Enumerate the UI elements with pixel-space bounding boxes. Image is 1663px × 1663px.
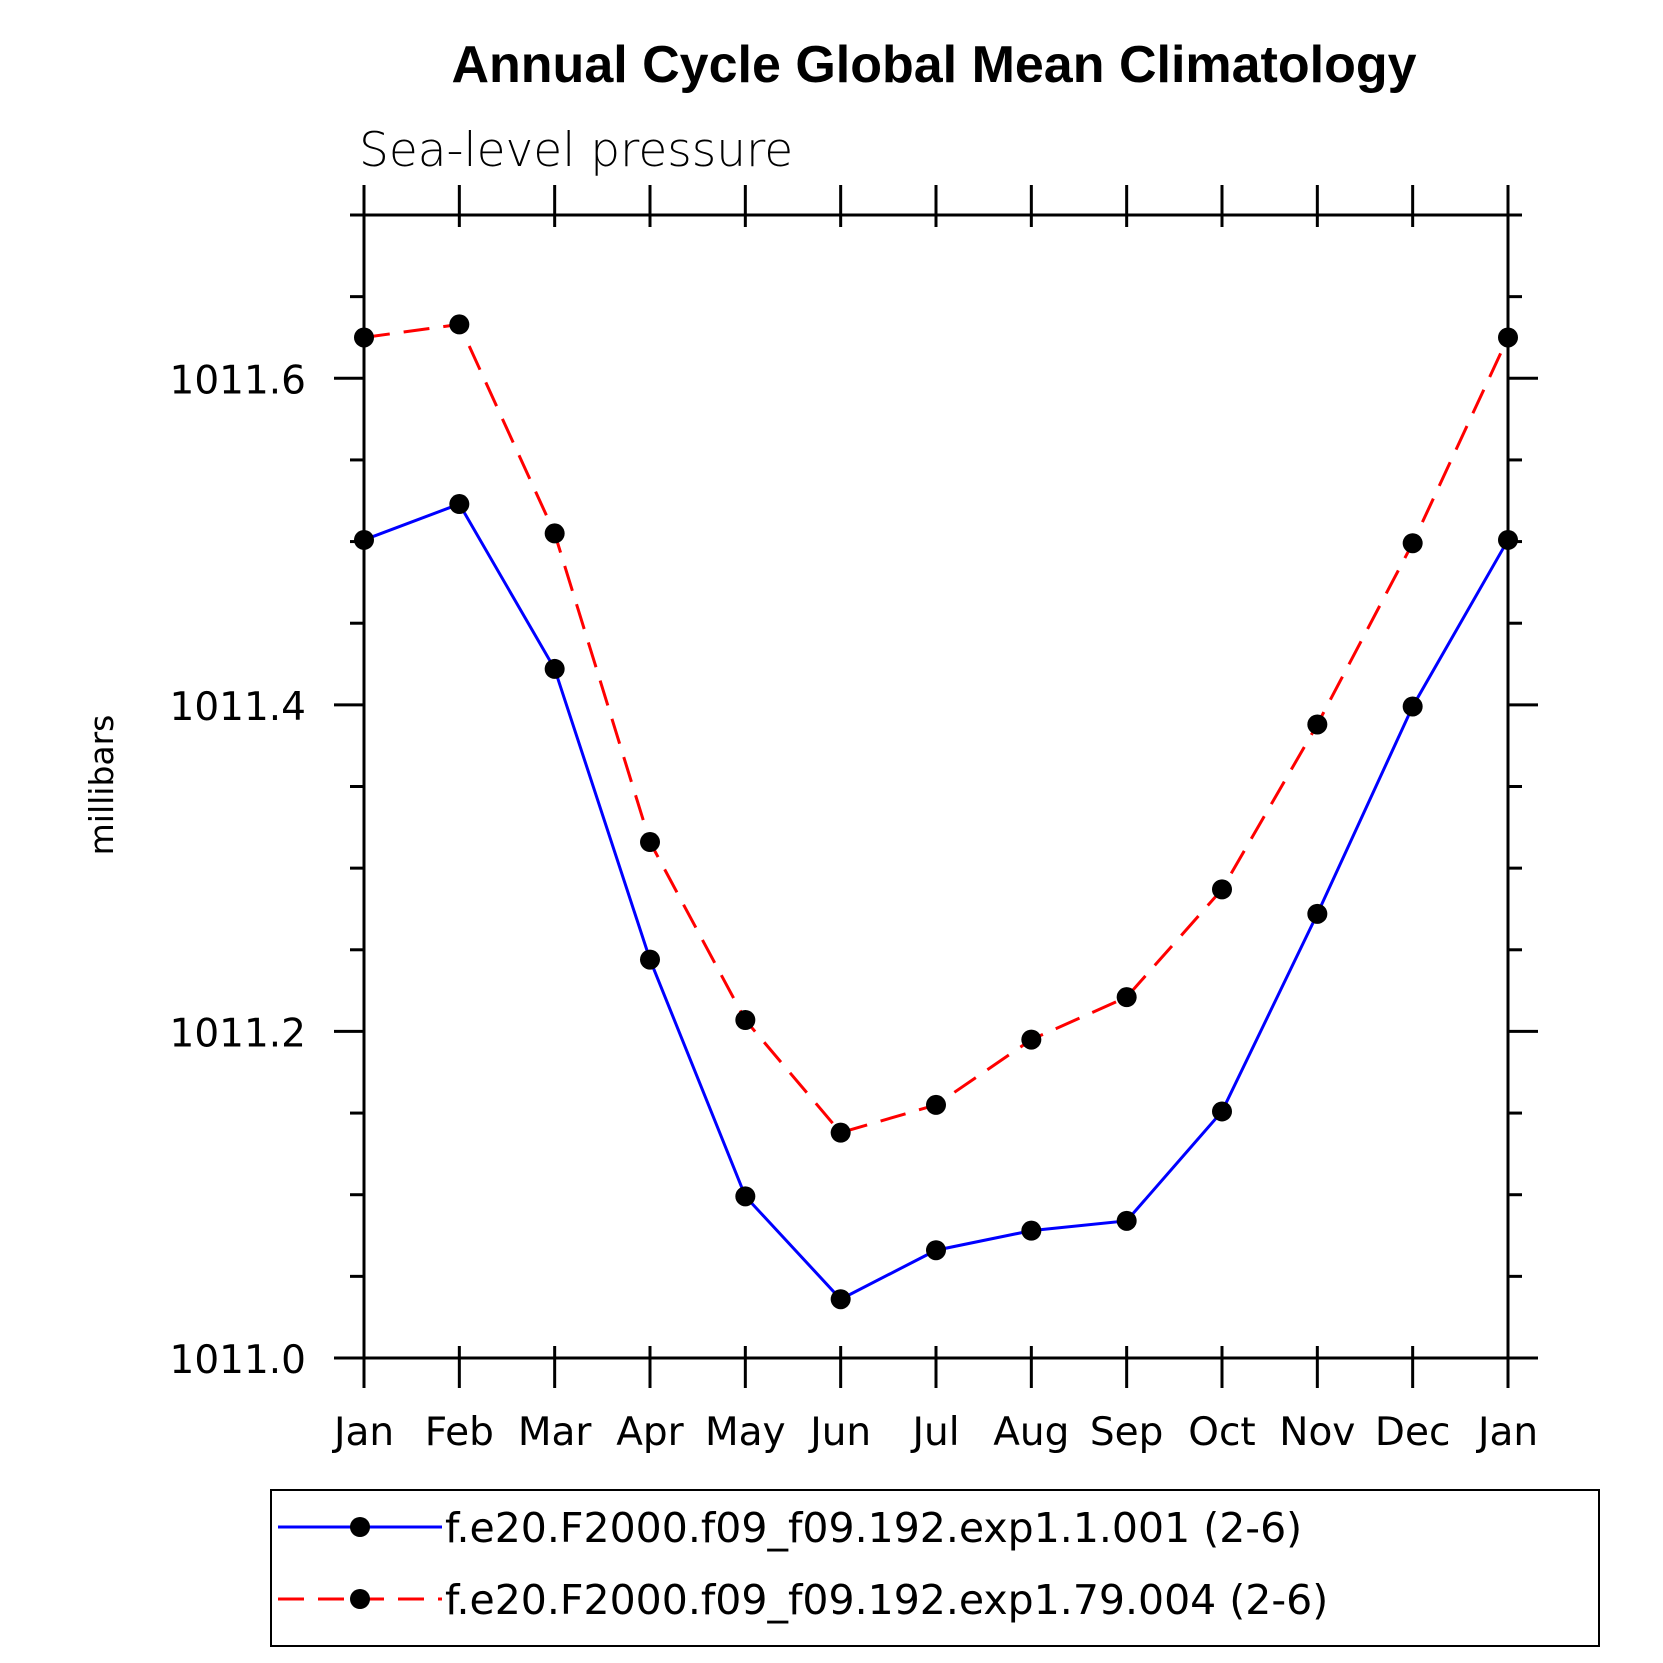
x-tick-label: Aug xyxy=(993,1410,1069,1455)
series-2-point xyxy=(735,1009,756,1030)
series-2-point xyxy=(354,327,374,348)
legend: f.e20.F2000.f09_f09.192.exp1.1.001 (2-6)… xyxy=(270,1489,1600,1647)
axis-ticks xyxy=(334,185,1538,1388)
series-2-point xyxy=(1307,714,1328,735)
series-1-point xyxy=(1021,1220,1042,1241)
series-2-point xyxy=(1116,987,1137,1008)
x-tick-label: Jan xyxy=(1475,1410,1538,1455)
series-1-point xyxy=(1402,696,1423,717)
series-2-point xyxy=(1212,879,1232,900)
chart-title: Annual Cycle Global Mean Climatology xyxy=(451,36,1416,94)
series-line-2 xyxy=(363,322,1510,1135)
x-tick-label: Feb xyxy=(425,1410,494,1455)
series-2-point xyxy=(1402,533,1423,554)
series-1-point xyxy=(544,658,565,679)
data-series xyxy=(354,314,1518,1310)
series-1-point xyxy=(1116,1210,1137,1231)
y-tick-label: 1011.0 xyxy=(170,1338,306,1383)
series-2-point xyxy=(449,314,470,335)
series-1-point xyxy=(449,494,470,515)
legend-label-2: f.e20.F2000.f09_f09.192.exp1.79.004 (2-6… xyxy=(445,1576,1328,1624)
x-tick-label: Sep xyxy=(1090,1410,1164,1455)
series-1-point xyxy=(1212,1101,1232,1122)
series-1-point xyxy=(354,529,374,550)
series-line-1 xyxy=(363,502,1510,1302)
x-tick-label: Jul xyxy=(909,1410,959,1455)
plot-frame xyxy=(362,213,1510,1360)
y-tick-label: 1011.6 xyxy=(170,358,306,403)
series-1-point xyxy=(640,949,660,970)
x-tick-labels: Jan Feb Mar Apr May Jun Jul Aug Sep Oct Nov Dec Jan xyxy=(331,1410,1538,1455)
legend-marker-2 xyxy=(350,1589,370,1609)
series-2-point xyxy=(1498,327,1518,348)
x-tick-label: Oct xyxy=(1188,1410,1255,1455)
x-tick-label: Nov xyxy=(1279,1410,1355,1455)
x-tick-label: Jan xyxy=(331,1410,394,1455)
legend-label-1: f.e20.F2000.f09_f09.192.exp1.1.001 (2-6) xyxy=(445,1504,1302,1552)
series-1-point xyxy=(830,1289,851,1310)
chart-subtitle: Sea-level pressure xyxy=(359,123,793,178)
y-tick-labels: 1011.0 1011.2 1011.4 1011.6 xyxy=(170,358,306,1383)
y-tick-label: 1011.2 xyxy=(170,1011,306,1056)
x-tick-label: May xyxy=(705,1410,786,1455)
y-axis-label: millibars xyxy=(82,715,121,856)
series-1-point xyxy=(926,1240,946,1261)
x-tick-label: Mar xyxy=(518,1410,593,1455)
series-2-point xyxy=(1021,1029,1042,1050)
x-tick-label: Dec xyxy=(1375,1410,1450,1455)
series-2-point xyxy=(640,832,660,853)
series-1-point xyxy=(1307,903,1328,924)
x-tick-label: Jun xyxy=(807,1410,871,1455)
x-tick-label: Apr xyxy=(616,1410,684,1455)
series-2-point xyxy=(830,1122,851,1143)
legend-frame xyxy=(270,1489,1600,1647)
series-2-point xyxy=(544,523,565,544)
legend-marker-1 xyxy=(350,1517,370,1537)
series-1-point xyxy=(1498,529,1518,550)
series-1-point xyxy=(735,1186,756,1207)
series-2-point xyxy=(926,1094,946,1115)
y-tick-label: 1011.4 xyxy=(170,685,306,730)
